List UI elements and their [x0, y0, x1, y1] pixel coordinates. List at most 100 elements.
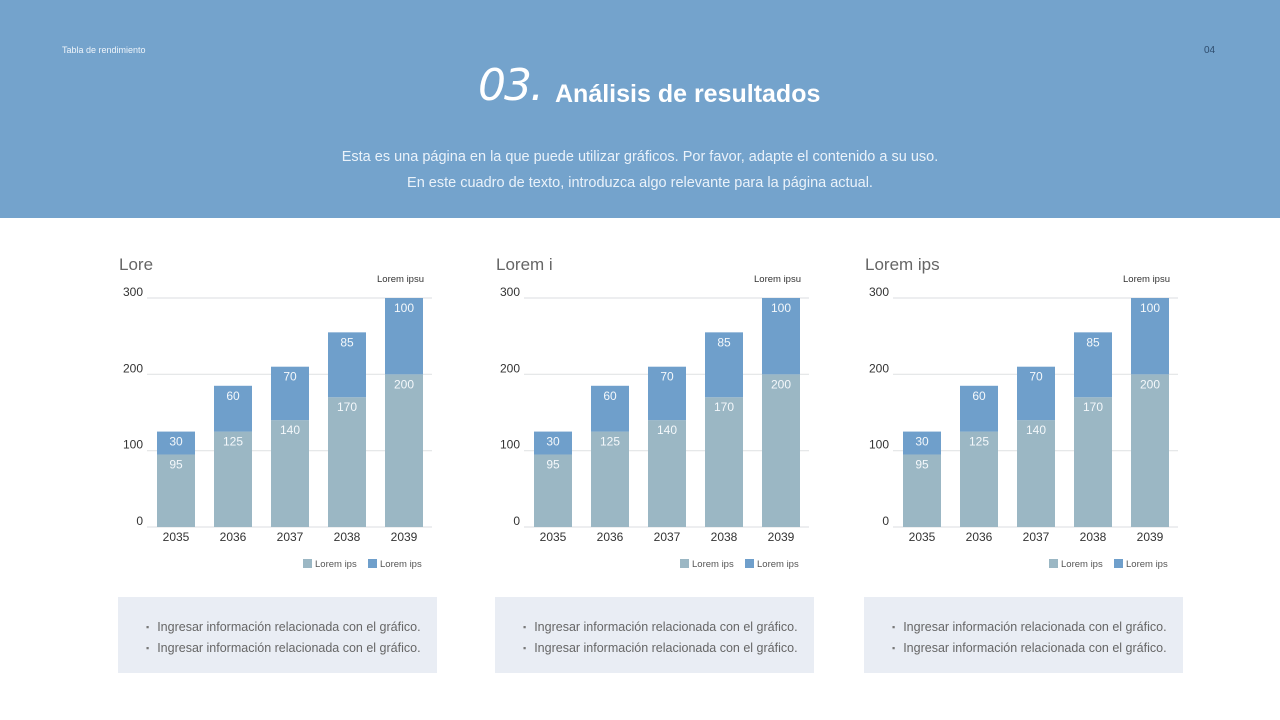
corner-label: Lorem ipsu	[1123, 274, 1170, 285]
legend-swatch	[303, 559, 312, 568]
data-label: 30	[169, 435, 183, 449]
y-tick-label: 300	[869, 285, 889, 299]
data-label: 100	[771, 301, 791, 315]
data-label: 95	[546, 457, 560, 471]
data-label: 70	[1029, 370, 1043, 384]
info-box-2: Ingresar información relacionada con el …	[495, 597, 814, 673]
x-tick-label: 2038	[1080, 530, 1107, 544]
bar-segment	[1074, 332, 1112, 398]
y-tick-label: 0	[136, 514, 143, 528]
data-label: 30	[546, 435, 560, 449]
x-tick-label: 2035	[909, 530, 936, 544]
bar-segment	[591, 385, 629, 432]
section-number: 03.	[478, 60, 544, 111]
bar-segment	[1131, 374, 1169, 527]
y-tick-label: 100	[500, 438, 520, 452]
bar-segment	[648, 366, 686, 421]
data-label: 140	[280, 423, 300, 437]
y-tick-label: 200	[500, 361, 520, 375]
x-tick-label: 2035	[540, 530, 567, 544]
x-tick-label: 2037	[277, 530, 304, 544]
data-label: 100	[394, 301, 414, 315]
bar-segment	[328, 332, 366, 398]
data-label: 60	[972, 389, 986, 403]
data-label: 125	[223, 435, 243, 449]
bar-segment	[762, 298, 800, 375]
legend-label: Lorem ips	[692, 559, 734, 570]
bar-segment	[705, 332, 743, 398]
y-tick-label: 200	[869, 361, 889, 375]
data-label: 30	[915, 435, 929, 449]
legend-label: Lorem ips	[757, 559, 799, 570]
data-label: 125	[969, 435, 989, 449]
data-label: 170	[337, 400, 357, 414]
chart-3-svg: 0 100 200 300 Lorem ipsu 95 30 2035 125 60 2036 140…	[869, 274, 1178, 570]
chart-title: Lorem i	[496, 255, 553, 274]
data-label: 70	[660, 370, 674, 384]
bar-segment	[534, 431, 572, 455]
y-tick-label: 300	[500, 285, 520, 299]
data-label: 200	[771, 377, 791, 391]
header-banner: Tabla de rendimiento 04 03. Análisis de …	[0, 0, 1280, 218]
chart-1: 0 100 200 300 Lorem ipsu 95 30 2035 125 60 2036 140…	[100, 250, 440, 580]
chart-2-svg: 0 100 200 300 Lorem ipsu 95 30 2035 125 60 2036 140…	[500, 274, 809, 570]
page-number: 04	[1204, 45, 1216, 56]
x-tick-label: 2039	[391, 530, 418, 544]
bar-segment	[271, 420, 309, 527]
chart-2: 0 100 200 300 Lorem ipsu 95 30 2035 125 60 2036 140…	[477, 250, 817, 580]
y-tick-label: 0	[513, 514, 520, 528]
bar-segment	[271, 366, 309, 421]
x-tick-label: 2037	[654, 530, 681, 544]
bar-segment	[534, 454, 572, 527]
data-label: 200	[1140, 377, 1160, 391]
y-tick-label: 200	[123, 361, 143, 375]
bar-segment	[157, 454, 195, 527]
bar-segment	[960, 385, 998, 432]
legend-label: Lorem ips	[1126, 559, 1168, 570]
data-label: 60	[226, 389, 240, 403]
subtitle-line-2: En este cuadro de texto, introduzca algo…	[407, 175, 873, 191]
data-label: 140	[657, 423, 677, 437]
legend-label: Lorem ips	[1061, 559, 1103, 570]
info-item: Ingresar información relacionada con el …	[523, 617, 814, 638]
corner-label: Lorem ipsu	[377, 274, 424, 285]
x-tick-label: 2038	[334, 530, 361, 544]
info-item: Ingresar información relacionada con el …	[146, 638, 437, 659]
data-label: 95	[169, 457, 183, 471]
legend-swatch	[680, 559, 689, 568]
data-label: 95	[915, 457, 929, 471]
info-item: Ingresar información relacionada con el …	[892, 617, 1183, 638]
data-label: 140	[1026, 423, 1046, 437]
chart-title: Lore	[119, 255, 154, 274]
info-box-3: Ingresar información relacionada con el …	[864, 597, 1183, 673]
bar-segment	[591, 431, 629, 527]
x-tick-label: 2039	[1137, 530, 1164, 544]
bar-segment	[648, 420, 686, 527]
bar-segment	[214, 385, 252, 432]
data-label: 85	[340, 335, 354, 349]
data-label: 70	[283, 370, 297, 384]
info-item: Ingresar información relacionada con el …	[892, 638, 1183, 659]
legend-label: Lorem ips	[315, 559, 357, 570]
x-tick-label: 2036	[597, 530, 624, 544]
bar-segment	[157, 431, 195, 455]
data-label: 170	[1083, 400, 1103, 414]
bar-segment	[1017, 366, 1055, 421]
bar-segment	[903, 431, 941, 455]
data-label: 100	[1140, 301, 1160, 315]
subtitle-line-1: Esta es una página en la que puede utili…	[341, 149, 939, 165]
chart-title: Lorem ips	[865, 255, 940, 274]
bar-segment	[705, 397, 743, 527]
data-label: 125	[600, 435, 620, 449]
x-tick-label: 2036	[220, 530, 247, 544]
breadcrumb: Tabla de rendimiento	[62, 45, 146, 55]
x-tick-label: 2037	[1023, 530, 1050, 544]
info-box-1: Ingresar información relacionada con el …	[118, 597, 437, 673]
y-tick-label: 100	[123, 438, 143, 452]
y-tick-label: 300	[123, 285, 143, 299]
bar-segment	[903, 454, 941, 527]
bar-segment	[1131, 298, 1169, 375]
bar-segment	[762, 374, 800, 527]
info-item: Ingresar información relacionada con el …	[523, 638, 814, 659]
bar-segment	[385, 374, 423, 527]
